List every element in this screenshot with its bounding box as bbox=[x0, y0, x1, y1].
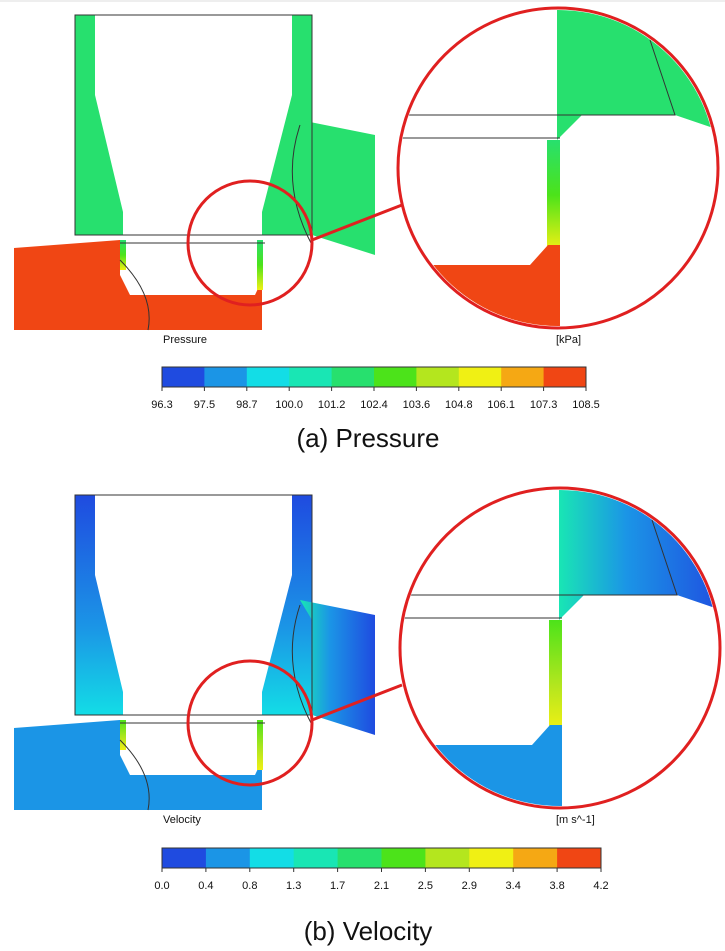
colorbar-segment bbox=[543, 367, 587, 387]
colorbar-tick-label: 3.8 bbox=[549, 880, 564, 892]
zoom-upper bbox=[557, 10, 716, 140]
gap-left bbox=[120, 240, 126, 270]
colorbar-segment bbox=[293, 848, 339, 868]
colorbar-segment bbox=[337, 848, 382, 868]
colorbar-segment bbox=[289, 367, 333, 387]
gap-left bbox=[120, 720, 126, 750]
colorbar-segment bbox=[416, 367, 460, 387]
zoom-circle bbox=[398, 486, 722, 810]
curve bbox=[119, 739, 150, 811]
colorbar-segment bbox=[458, 367, 502, 387]
colorbar-segment bbox=[249, 848, 295, 868]
colorbar-segment bbox=[204, 367, 248, 387]
gap-right bbox=[257, 240, 263, 290]
focus-circle bbox=[186, 659, 314, 787]
colorbar-tick-label: 0.0 bbox=[154, 880, 169, 892]
curve bbox=[119, 259, 150, 331]
colorbar-tick-label: 4.2 bbox=[593, 880, 608, 892]
zoom-line bbox=[400, 39, 676, 116]
colorbar-segment bbox=[557, 848, 602, 868]
zoom-connector bbox=[311, 683, 403, 722]
zoom-connector bbox=[311, 203, 403, 242]
zoom-strip bbox=[547, 140, 560, 250]
colorbar-tick-label: 96.3 bbox=[151, 399, 172, 411]
zoom-view bbox=[400, 10, 716, 326]
focus-circle bbox=[186, 179, 314, 307]
colorbar-tick-label: 100.0 bbox=[275, 399, 303, 411]
curve bbox=[291, 124, 313, 246]
colorbar-tick-label: 101.2 bbox=[318, 399, 346, 411]
colorbar-tick-label: 0.4 bbox=[198, 880, 213, 892]
colorbar-segment bbox=[501, 367, 545, 387]
colorbar-tick-label: 1.7 bbox=[330, 880, 345, 892]
colorbar-tick-label: 2.9 bbox=[462, 880, 477, 892]
colorbar-segment bbox=[381, 848, 426, 868]
colorbar-segment bbox=[246, 367, 290, 387]
caption: (b) Velocity bbox=[304, 916, 433, 946]
left-wall bbox=[75, 495, 123, 715]
zoom-circle bbox=[396, 6, 720, 330]
unit-label: [m s^-1] bbox=[556, 814, 595, 826]
colorbar-tick-label: 2.1 bbox=[374, 880, 389, 892]
curve bbox=[291, 604, 313, 726]
colorbar-tick-label: 107.3 bbox=[530, 399, 558, 411]
lower-region bbox=[14, 240, 262, 330]
field-label: Velocity bbox=[163, 814, 201, 826]
colorbar-segment bbox=[162, 848, 207, 868]
colorbar-segment bbox=[374, 367, 417, 387]
unit-label: [kPa] bbox=[556, 334, 581, 346]
field-label: Pressure bbox=[163, 334, 207, 346]
colorbar-tick-label: 3.4 bbox=[506, 880, 521, 892]
zoom-upper bbox=[559, 490, 718, 620]
colorbar-segment bbox=[205, 848, 251, 868]
caption: (a) Pressure bbox=[296, 423, 439, 453]
left-wall bbox=[75, 15, 123, 235]
zoom-strip bbox=[549, 620, 562, 730]
right-wall bbox=[262, 15, 312, 235]
colorbar-tick-label: 1.3 bbox=[286, 880, 301, 892]
colorbar-segment bbox=[469, 848, 514, 868]
zoom-line bbox=[402, 519, 678, 596]
colorbar-tick-label: 106.1 bbox=[487, 399, 515, 411]
colorbar-segment bbox=[425, 848, 470, 868]
zoom-view bbox=[402, 490, 718, 806]
colorbar-tick-label: 104.8 bbox=[445, 399, 473, 411]
colorbar-segment bbox=[513, 848, 558, 868]
contour-panel bbox=[14, 6, 720, 331]
colorbar-tick-label: 97.5 bbox=[194, 399, 215, 411]
lower-region bbox=[14, 720, 262, 810]
colorbar-segment bbox=[162, 367, 205, 387]
colorbar-tick-label: 2.5 bbox=[418, 880, 433, 892]
contour-panel bbox=[14, 486, 722, 811]
colorbar-segment bbox=[331, 367, 375, 387]
colorbar-tick-label: 102.4 bbox=[360, 399, 388, 411]
colorbar-tick-label: 103.6 bbox=[403, 399, 431, 411]
colorbar-tick-label: 0.8 bbox=[242, 880, 257, 892]
right-wall bbox=[262, 495, 312, 715]
colorbar-tick-label: 108.5 bbox=[572, 399, 600, 411]
gap-right bbox=[257, 720, 263, 770]
colorbar-tick-label: 98.7 bbox=[236, 399, 257, 411]
